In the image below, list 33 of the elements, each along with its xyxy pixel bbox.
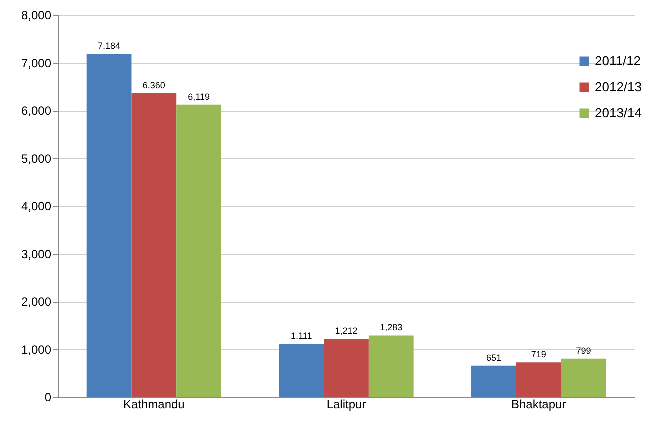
y-tick-label: 2,000 [21,295,52,309]
x-tick-label: Kathmandu [123,398,185,412]
y-tick-label: 4,000 [21,200,52,214]
data-label: 651 [486,352,502,363]
bar [561,358,606,397]
data-label: 1,111 [291,330,312,341]
legend-label: 2011/12 [595,54,642,68]
data-label: 1,283 [380,322,403,333]
data-label: 7,184 [98,40,121,51]
bar [176,104,222,397]
legend-label: 2013/14 [595,106,642,120]
y-tick-label: 0 [44,390,52,404]
data-label: 799 [576,346,592,356]
y-tick-label: 1,000 [21,342,52,357]
data-label: 1,212 [335,326,358,336]
bar [86,54,132,397]
bar [279,344,324,397]
bar [132,93,177,397]
y-tick-label: 6,000 [21,104,52,118]
y-tick-label: 5,000 [21,152,52,166]
data-label: 6,119 [188,92,210,102]
bar [472,366,516,397]
x-tick-label: Bhaktapur [511,398,566,412]
bar [516,362,562,397]
bar [324,339,369,397]
y-tick-label: 3,000 [21,247,52,262]
bar [368,336,414,397]
legend-label: 2012/13 [595,80,642,94]
data-label: 6,360 [142,80,166,90]
y-tick-label: 8,000 [21,8,52,22]
x-tick-label: Lalitpur [326,398,366,412]
data-label: 719 [531,350,546,360]
y-tick-label: 7,000 [21,56,52,70]
